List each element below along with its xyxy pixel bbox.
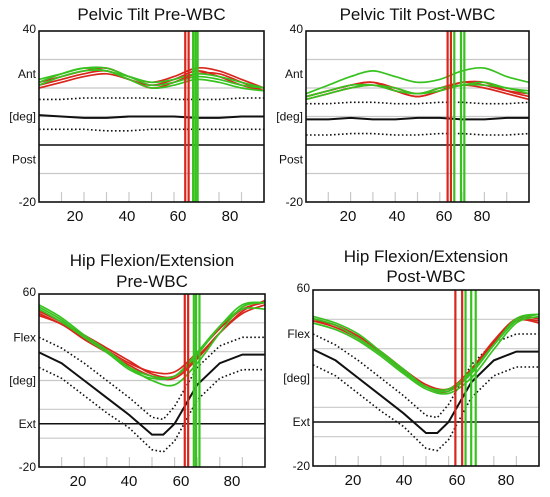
series-line-6: [312, 313, 540, 392]
normative-lower-bound: [39, 128, 264, 132]
x-tick-label: 80: [498, 472, 515, 489]
series-line-6: [38, 67, 265, 89]
x-tick-label: 80: [222, 208, 239, 225]
x-tick-label: 60: [449, 472, 466, 489]
y-axis-label: Post: [12, 152, 37, 166]
plot-frame: [312, 289, 540, 467]
series-line-6: [305, 81, 530, 98]
normative-upper-bound: [38, 336, 265, 421]
chart-subtitle: Pre-WBC: [116, 272, 188, 291]
series-line-4: [305, 66, 530, 95]
normative-lower-bound: [306, 132, 530, 136]
plot-frame: [38, 293, 266, 468]
y-axis-label: Ant: [18, 67, 37, 81]
normative-mean-line: [306, 116, 529, 121]
y-axis-label: Ext: [19, 417, 37, 431]
chart-title: Pelvic Tilt Pre-WBC: [77, 5, 225, 24]
x-tick-label: 20: [340, 208, 357, 225]
series-line-5: [312, 315, 540, 395]
x-tick-label: 20: [345, 472, 362, 489]
y-axis-limit-label: -20: [286, 195, 304, 209]
normative-mean-line: [312, 348, 539, 434]
x-tick-label: 40: [389, 208, 406, 225]
x-tick-label: 60: [170, 208, 187, 225]
series-line-1: [38, 299, 266, 379]
normative-upper-bound: [39, 97, 264, 101]
x-tick-label: 60: [173, 473, 190, 490]
y-axis-limit-label: 40: [23, 22, 37, 36]
y-axis-limit-label: -20: [19, 460, 37, 474]
y-axis-limit-label: 60: [297, 281, 311, 295]
y-axis-label: Ext: [293, 415, 311, 429]
normative-upper-bound: [312, 333, 539, 419]
chart-subtitle: Post-WBC: [386, 267, 465, 286]
x-tick-label: 60: [436, 208, 453, 225]
normative-lower-bound: [312, 364, 539, 452]
y-axis-limit-label: -20: [19, 195, 37, 209]
y-axis-label: Flex: [287, 327, 310, 341]
y-axis-label: [deg]: [9, 110, 36, 124]
y-axis-label: Flex: [13, 330, 36, 344]
plot-frame: [38, 30, 265, 203]
chart-title: Hip Flexion/Extension: [344, 247, 508, 266]
plot-frame: [305, 30, 530, 203]
y-axis-label: [deg]: [283, 371, 310, 385]
normative-lower-bound: [38, 366, 265, 453]
y-axis-limit-label: 60: [23, 285, 37, 299]
y-axis-label: [deg]: [9, 374, 36, 388]
x-tick-label: 40: [121, 473, 138, 490]
series-line-4: [312, 313, 540, 393]
normative-upper-bound: [306, 101, 530, 105]
chart-panel-3: Hip Flexion/Extension Pre-WBC 60 Flex [deg] E…: [9, 251, 266, 490]
y-axis-label: Ant: [285, 67, 304, 81]
y-axis-label: Post: [279, 152, 304, 166]
chart-title: Hip Flexion/Extension: [70, 251, 234, 270]
x-tick-label: 80: [224, 473, 241, 490]
chart-title: Pelvic Tilt Post-WBC: [340, 5, 496, 24]
x-tick-label: 80: [474, 208, 491, 225]
series-line-6: [38, 306, 266, 381]
series-line-5: [38, 69, 265, 92]
series-line-4: [38, 301, 266, 387]
y-axis-limit-label: 40: [290, 22, 304, 36]
y-axis-limit-label: -20: [293, 459, 311, 473]
x-tick-label: 20: [67, 208, 84, 225]
chart-panel-1: Pelvic Tilt Pre-WBC 40 Ant [deg] Post -20 20 40…: [9, 5, 265, 225]
x-tick-label: 20: [70, 473, 87, 490]
series-line-5: [38, 301, 266, 380]
chart-panel-2: Pelvic Tilt Post-WBC 40 Ant [deg] Post -20 20 4…: [276, 5, 530, 225]
x-tick-label: 40: [119, 208, 136, 225]
normative-mean-line: [38, 114, 264, 119]
y-axis-label: [deg]: [276, 110, 303, 124]
x-tick-label: 40: [396, 472, 413, 489]
normative-mean-line: [38, 351, 265, 436]
